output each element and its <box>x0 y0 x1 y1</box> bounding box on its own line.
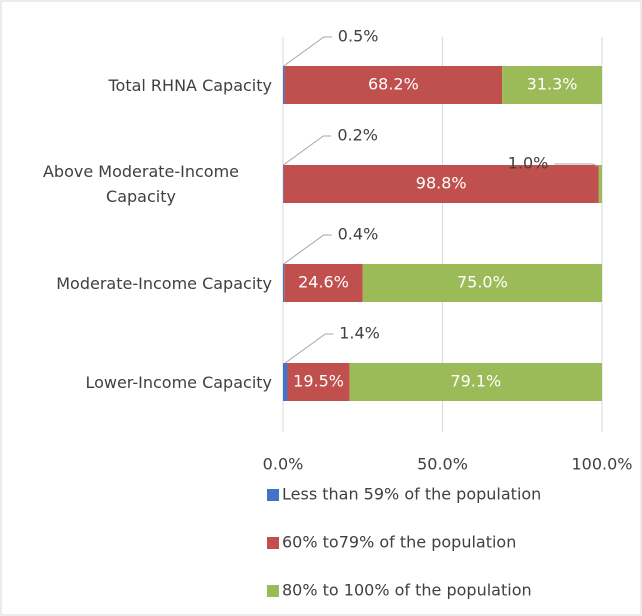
legend-label: 60% to79% of the population <box>282 533 516 552</box>
bar-segment <box>284 264 363 302</box>
data-label: 19.5% <box>293 372 344 391</box>
legend-swatch <box>267 537 279 549</box>
category-box: Above Moderate-Income Capacity <box>10 135 272 234</box>
category-box: Moderate-Income Capacity <box>10 234 272 333</box>
bar-segment <box>283 165 599 203</box>
y-tick-label: Moderate-Income Capacity <box>56 273 272 293</box>
bar-segment <box>362 264 602 302</box>
legend-swatch <box>267 585 279 597</box>
category-box: Total RHNA Capacity <box>10 36 272 135</box>
leader-line <box>283 234 332 265</box>
category-box: Lower-Income Capacity <box>10 333 272 432</box>
leader-line <box>283 36 332 67</box>
bar-segment <box>283 66 285 104</box>
data-label: 0.4% <box>338 225 379 244</box>
data-label: 24.6% <box>298 273 349 292</box>
bar-segment <box>349 363 602 401</box>
leader-line <box>283 135 332 166</box>
leader-line <box>284 333 334 364</box>
data-label: 1.4% <box>339 324 380 343</box>
data-label: 0.2% <box>337 126 378 145</box>
data-label: 98.8% <box>416 174 467 193</box>
bar-segment <box>287 363 350 401</box>
y-tick-label: Total RHNA Capacity <box>108 75 272 95</box>
data-label: 68.2% <box>368 75 419 94</box>
x-tick-label: 50.0% <box>417 455 468 474</box>
leader-line <box>554 163 601 168</box>
bar-segment <box>284 66 503 104</box>
bar-segment <box>283 264 285 302</box>
x-tick-label: 100.0% <box>571 455 632 474</box>
y-tick-label: Above Moderate-Income Capacity <box>42 162 240 206</box>
data-label: 0.5% <box>338 27 379 46</box>
data-label: 79.1% <box>450 372 501 391</box>
bar-segment <box>283 363 288 401</box>
legend-label: Less than 59% of the population <box>282 485 541 504</box>
data-label: 75.0% <box>457 273 508 292</box>
bar-segment <box>283 165 284 203</box>
legend-label: 80% to 100% of the population <box>282 581 532 600</box>
legend-swatch <box>267 489 279 501</box>
bar-segment <box>502 66 602 104</box>
bar-segment <box>598 165 602 203</box>
data-label: 1.0% <box>508 154 549 173</box>
x-tick-label: 0.0% <box>263 455 304 474</box>
y-tick-label: Lower-Income Capacity <box>85 372 272 392</box>
data-label: 31.3% <box>527 75 578 94</box>
